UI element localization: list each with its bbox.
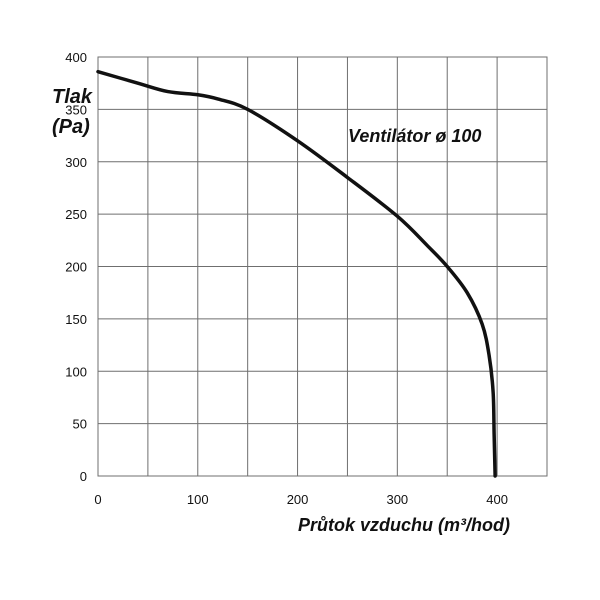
x-tick-label: 300 [386, 492, 408, 507]
y-tick-label: 100 [65, 364, 87, 379]
x-tick-label: 400 [486, 492, 508, 507]
y-axis-label-tlak: Tlak [52, 86, 93, 108]
y-tick-label: 0 [80, 469, 87, 484]
plot-frame [97, 56, 548, 477]
x-tick-label: 0 [94, 492, 101, 507]
y-tick-label: 400 [65, 50, 87, 65]
x-tick-label: 100 [187, 492, 209, 507]
series-line-fan-curve [96, 69, 497, 478]
y-tick-label: 350 [65, 102, 87, 117]
y-tick-label: 200 [65, 260, 87, 275]
y-axis-label-unit: (Pa) [52, 116, 90, 138]
y-tick-label: 150 [65, 312, 87, 327]
x-axis-label: Průtok vzduchu (m³/hod) [298, 515, 510, 535]
annotation-ventilator: Ventilátor ø 100 [348, 126, 481, 146]
y-tick-label: 50 [73, 417, 87, 432]
y-tick-label: 250 [65, 207, 87, 222]
x-tick-label: 200 [287, 492, 309, 507]
grid [97, 56, 548, 477]
tick-labels: 0 100 200 300 400 0 50 100 150 200 250 300 350 400 [65, 50, 508, 507]
y-tick-label: 300 [65, 155, 87, 170]
